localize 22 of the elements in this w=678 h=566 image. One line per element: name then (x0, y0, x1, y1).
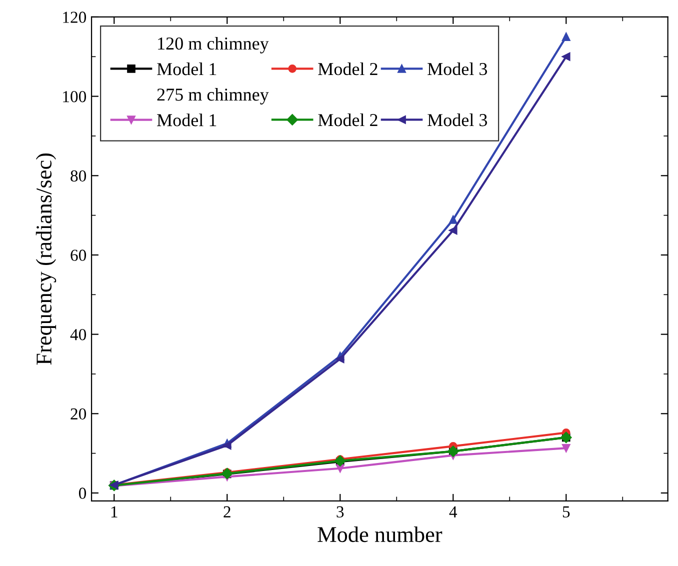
legend-label: Model 3 (428, 113, 488, 126)
y-tick-label: 20 (70, 408, 86, 420)
x-tick-label: 2 (224, 506, 230, 518)
legend-label: Model 1 (157, 62, 216, 76)
y-tick-label: 0 (78, 488, 86, 499)
x-tick-label: 5 (562, 506, 570, 518)
annotation: 275 m chimney (157, 88, 269, 104)
y-tick-label: 40 (70, 329, 86, 340)
annotation: 120 m chimney (158, 36, 269, 54)
legend-label: Model 3 (428, 62, 488, 76)
legend-label: Model 1 (157, 114, 216, 126)
y-tick-label: 120 (63, 12, 86, 23)
y-tick-label: 100 (63, 91, 86, 102)
x-tick-label: 1 (111, 506, 118, 518)
y-tick-label: 80 (70, 170, 86, 182)
y-axis-title: Frequency (radians/sec) (36, 153, 56, 365)
legend-label: Model 2 (318, 113, 378, 126)
legend-label: Model 2 (318, 62, 378, 76)
x-tick-label: 3 (336, 506, 344, 518)
x-axis-title: Mode number (318, 526, 442, 542)
x-tick-label: 4 (449, 506, 458, 518)
y-tick-label: 60 (70, 250, 86, 261)
